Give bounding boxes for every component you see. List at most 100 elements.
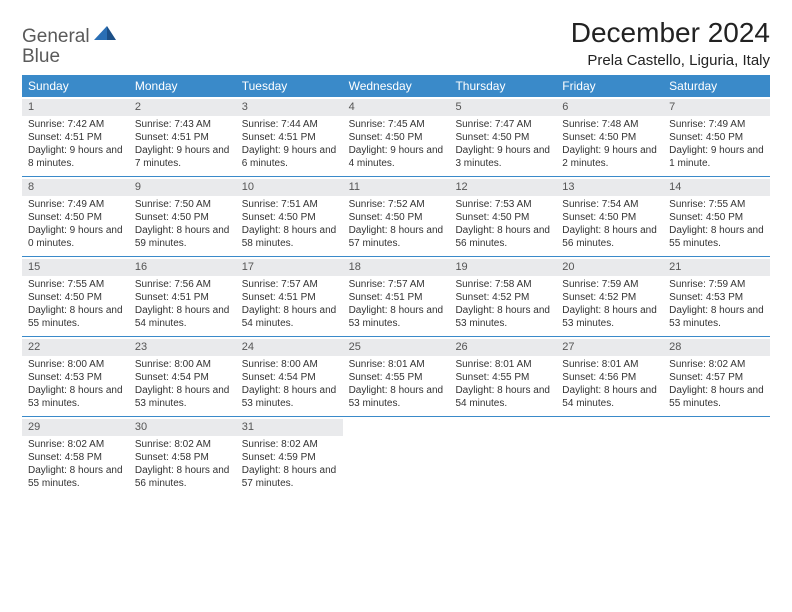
sunrise-line: Sunrise: 7:49 AM [669, 118, 764, 131]
daylight-line: Daylight: 8 hours and 54 minutes. [242, 304, 337, 330]
week-row: 29Sunrise: 8:02 AMSunset: 4:58 PMDayligh… [22, 417, 770, 496]
dow-mon: Monday [129, 75, 236, 97]
day-number: 5 [449, 99, 556, 116]
sunset-line: Sunset: 4:50 PM [669, 131, 764, 144]
logo-text: General Blue [22, 24, 116, 67]
day-cell: 22Sunrise: 8:00 AMSunset: 4:53 PMDayligh… [22, 337, 129, 416]
sunrise-line: Sunrise: 8:02 AM [28, 438, 123, 451]
daylight-line: Daylight: 8 hours and 53 minutes. [242, 384, 337, 410]
day-cell: 26Sunrise: 8:01 AMSunset: 4:55 PMDayligh… [449, 337, 556, 416]
sunset-line: Sunset: 4:59 PM [242, 451, 337, 464]
day-cell: 24Sunrise: 8:00 AMSunset: 4:54 PMDayligh… [236, 337, 343, 416]
day-cell: 28Sunrise: 8:02 AMSunset: 4:57 PMDayligh… [663, 337, 770, 416]
day-number: 21 [663, 259, 770, 276]
day-cell: 19Sunrise: 7:58 AMSunset: 4:52 PMDayligh… [449, 257, 556, 336]
daylight-line: Daylight: 8 hours and 59 minutes. [135, 224, 230, 250]
day-cell: 6Sunrise: 7:48 AMSunset: 4:50 PMDaylight… [556, 97, 663, 176]
day-cell: 23 Sunrise: 8:00 AMSunset: 4:54 PMDayligh… [129, 337, 236, 416]
day-number: 17 [236, 259, 343, 276]
sunrise-line: Sunrise: 7:45 AM [349, 118, 444, 131]
day-cell [449, 417, 556, 496]
day-number: 15 [22, 259, 129, 276]
sunrise-line: Sunrise: 8:00 AM [135, 358, 230, 371]
page: General Blue December 2024 Prela Castell… [0, 0, 792, 506]
sunset-line: Sunset: 4:50 PM [562, 211, 657, 224]
daylight-line: Daylight: 8 hours and 53 minutes. [135, 384, 230, 410]
sunset-line: Sunset: 4:51 PM [242, 291, 337, 304]
daylight-line: Daylight: 8 hours and 55 minutes. [669, 384, 764, 410]
daylight-line: Daylight: 8 hours and 53 minutes. [562, 304, 657, 330]
day-cell: 8Sunrise: 7:49 AMSunset: 4:50 PMDaylight… [22, 177, 129, 256]
day-number: 23 [129, 339, 236, 356]
day-number: 30 [129, 419, 236, 436]
week-row: 1Sunrise: 7:42 AMSunset: 4:51 PMDaylight… [22, 97, 770, 177]
logo: General Blue [22, 18, 116, 67]
day-number: 13 [556, 179, 663, 196]
daylight-line: Daylight: 9 hours and 8 minutes. [28, 144, 123, 170]
day-cell: 16Sunrise: 7:56 AMSunset: 4:51 PMDayligh… [129, 257, 236, 336]
day-number: 22 [22, 339, 129, 356]
sunset-line: Sunset: 4:51 PM [28, 131, 123, 144]
sunset-line: Sunset: 4:58 PM [28, 451, 123, 464]
day-number: 31 [236, 419, 343, 436]
weeks-container: 1Sunrise: 7:42 AMSunset: 4:51 PMDaylight… [22, 97, 770, 496]
sunset-line: Sunset: 4:50 PM [135, 211, 230, 224]
sunrise-line: Sunrise: 8:01 AM [455, 358, 550, 371]
day-number: 4 [343, 99, 450, 116]
sunrise-line: Sunrise: 7:55 AM [669, 198, 764, 211]
calendar: Sunday Monday Tuesday Wednesday Thursday… [22, 75, 770, 496]
day-cell [556, 417, 663, 496]
sunrise-line: Sunrise: 7:47 AM [455, 118, 550, 131]
daylight-line: Daylight: 9 hours and 7 minutes. [135, 144, 230, 170]
day-cell: 30Sunrise: 8:02 AMSunset: 4:58 PMDayligh… [129, 417, 236, 496]
day-cell: 7Sunrise: 7:49 AMSunset: 4:50 PMDaylight… [663, 97, 770, 176]
daylight-line: Daylight: 9 hours and 6 minutes. [242, 144, 337, 170]
daylight-line: Daylight: 8 hours and 56 minutes. [135, 464, 230, 490]
sunset-line: Sunset: 4:50 PM [28, 211, 123, 224]
sunset-line: Sunset: 4:50 PM [242, 211, 337, 224]
sunrise-line: Sunrise: 8:02 AM [242, 438, 337, 451]
logo-triangle-icon [94, 26, 116, 44]
dow-row: Sunday Monday Tuesday Wednesday Thursday… [22, 75, 770, 97]
dow-fri: Friday [556, 75, 663, 97]
sunset-line: Sunset: 4:54 PM [135, 371, 230, 384]
dow-sun: Sunday [22, 75, 129, 97]
sunrise-line: Sunrise: 7:57 AM [349, 278, 444, 291]
day-cell: 1Sunrise: 7:42 AMSunset: 4:51 PMDaylight… [22, 97, 129, 176]
day-cell [663, 417, 770, 496]
title-block: December 2024 Prela Castello, Liguria, I… [571, 18, 770, 69]
day-number: 6 [556, 99, 663, 116]
sunrise-line: Sunrise: 7:58 AM [455, 278, 550, 291]
sunrise-line: Sunrise: 7:55 AM [28, 278, 123, 291]
sunset-line: Sunset: 4:57 PM [669, 371, 764, 384]
day-cell: 13Sunrise: 7:54 AMSunset: 4:50 PMDayligh… [556, 177, 663, 256]
sunset-line: Sunset: 4:51 PM [135, 291, 230, 304]
day-number: 12 [449, 179, 556, 196]
logo-word2: Blue [22, 46, 60, 67]
daylight-line: Daylight: 8 hours and 58 minutes. [242, 224, 337, 250]
sunrise-line: Sunrise: 7:56 AM [135, 278, 230, 291]
daylight-line: Daylight: 9 hours and 2 minutes. [562, 144, 657, 170]
sunrise-line: Sunrise: 7:48 AM [562, 118, 657, 131]
sunset-line: Sunset: 4:56 PM [562, 371, 657, 384]
day-cell: 15Sunrise: 7:55 AMSunset: 4:50 PMDayligh… [22, 257, 129, 336]
header: General Blue December 2024 Prela Castell… [22, 18, 770, 69]
day-number: 16 [129, 259, 236, 276]
sunset-line: Sunset: 4:58 PM [135, 451, 230, 464]
location: Prela Castello, Liguria, Italy [571, 52, 770, 69]
day-number: 18 [343, 259, 450, 276]
sunrise-line: Sunrise: 8:02 AM [669, 358, 764, 371]
day-number: 14 [663, 179, 770, 196]
daylight-line: Daylight: 8 hours and 53 minutes. [669, 304, 764, 330]
daylight-line: Daylight: 8 hours and 55 minutes. [669, 224, 764, 250]
sunrise-line: Sunrise: 8:01 AM [562, 358, 657, 371]
sunset-line: Sunset: 4:52 PM [562, 291, 657, 304]
dow-sat: Saturday [663, 75, 770, 97]
day-number: 24 [236, 339, 343, 356]
day-number: 3 [236, 99, 343, 116]
day-cell: 25Sunrise: 8:01 AMSunset: 4:55 PMDayligh… [343, 337, 450, 416]
daylight-line: Daylight: 9 hours and 3 minutes. [455, 144, 550, 170]
sunrise-line: Sunrise: 7:53 AM [455, 198, 550, 211]
day-number: 9 [129, 179, 236, 196]
sunrise-line: Sunrise: 7:50 AM [135, 198, 230, 211]
